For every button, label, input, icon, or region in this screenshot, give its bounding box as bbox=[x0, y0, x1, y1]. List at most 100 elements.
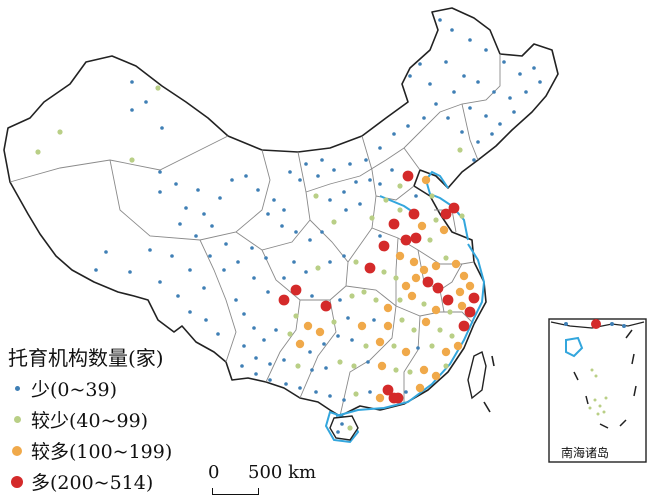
city-marker bbox=[292, 260, 296, 264]
city-marker bbox=[256, 188, 260, 192]
city-marker bbox=[429, 193, 435, 199]
city-marker bbox=[377, 361, 387, 371]
city-marker bbox=[218, 196, 222, 200]
city-marker bbox=[468, 38, 472, 42]
city-marker bbox=[383, 197, 389, 203]
city-marker bbox=[444, 60, 448, 64]
city-marker bbox=[295, 363, 301, 369]
hainan-island bbox=[329, 415, 359, 441]
city-marker bbox=[293, 313, 299, 319]
city-marker bbox=[354, 180, 358, 184]
city-marker bbox=[310, 368, 314, 372]
city-marker bbox=[417, 221, 427, 231]
city-marker bbox=[188, 268, 192, 272]
city-marker bbox=[202, 286, 206, 290]
city-marker bbox=[416, 346, 420, 350]
city-marker bbox=[383, 321, 393, 331]
city-marker bbox=[401, 347, 411, 357]
city-marker bbox=[498, 122, 502, 126]
city-marker bbox=[303, 321, 313, 331]
city-marker bbox=[472, 158, 476, 162]
city-marker bbox=[310, 294, 314, 298]
city-marker bbox=[411, 327, 417, 333]
city-marker bbox=[441, 347, 451, 357]
city-marker bbox=[443, 255, 449, 261]
city-marker bbox=[484, 48, 488, 52]
city-marker bbox=[324, 366, 328, 370]
city-marker bbox=[438, 18, 442, 22]
city-marker bbox=[532, 66, 536, 70]
city-marker bbox=[282, 358, 286, 362]
city-marker bbox=[331, 319, 337, 325]
inset-dash-line bbox=[573, 329, 637, 429]
city-marker bbox=[313, 193, 319, 199]
city-marker bbox=[295, 339, 305, 349]
city-marker bbox=[282, 276, 286, 280]
city-marker bbox=[316, 174, 320, 178]
city-marker bbox=[158, 190, 162, 194]
city-marker bbox=[35, 149, 41, 155]
city-marker bbox=[94, 268, 98, 272]
city-marker bbox=[236, 260, 240, 264]
city-marker bbox=[443, 363, 449, 369]
inset-hainan bbox=[565, 336, 584, 358]
city-marker bbox=[298, 178, 302, 182]
city-marker bbox=[447, 309, 453, 315]
city-marker bbox=[337, 359, 343, 365]
city-marker bbox=[449, 333, 455, 339]
city-marker bbox=[400, 234, 412, 246]
city-marker bbox=[278, 294, 290, 306]
city-marker bbox=[402, 170, 414, 182]
city-marker bbox=[358, 202, 362, 206]
city-marker bbox=[290, 284, 302, 296]
city-marker bbox=[287, 331, 293, 337]
city-marker bbox=[315, 327, 325, 337]
inset-islands bbox=[588, 368, 608, 416]
city-marker bbox=[202, 212, 206, 216]
city-marker bbox=[415, 383, 425, 393]
city-markers bbox=[35, 18, 542, 434]
city-marker bbox=[455, 287, 465, 297]
city-marker bbox=[304, 162, 308, 166]
city-marker bbox=[393, 275, 399, 281]
city-marker bbox=[254, 372, 258, 376]
city-marker bbox=[465, 281, 475, 291]
city-marker bbox=[468, 292, 480, 304]
city-marker bbox=[484, 114, 488, 118]
city-marker bbox=[378, 146, 382, 150]
inset-label: 南海诸岛 bbox=[561, 446, 610, 460]
city-marker bbox=[308, 238, 312, 242]
city-marker bbox=[342, 398, 346, 402]
city-marker bbox=[364, 262, 376, 274]
city-marker bbox=[464, 306, 476, 318]
city-marker bbox=[508, 96, 512, 100]
city-marker bbox=[129, 157, 135, 163]
city-marker bbox=[357, 321, 367, 331]
city-marker bbox=[437, 327, 443, 333]
city-marker bbox=[404, 390, 408, 394]
city-marker bbox=[373, 297, 379, 303]
city-marker bbox=[431, 305, 441, 315]
city-marker bbox=[224, 242, 228, 246]
city-marker bbox=[524, 90, 528, 94]
legend-item-mid-low: 较少(40~99) bbox=[8, 404, 208, 435]
city-marker bbox=[457, 147, 463, 153]
city-marker bbox=[518, 72, 522, 76]
city-marker bbox=[462, 74, 466, 78]
taiwan-island bbox=[467, 350, 487, 400]
city-marker bbox=[442, 294, 454, 306]
city-marker bbox=[288, 170, 292, 174]
city-marker bbox=[347, 425, 353, 431]
city-marker bbox=[410, 232, 422, 244]
city-marker bbox=[372, 318, 376, 322]
city-marker bbox=[266, 212, 270, 216]
city-marker bbox=[434, 102, 438, 106]
city-marker bbox=[431, 371, 441, 381]
city-marker bbox=[242, 312, 246, 316]
city-marker bbox=[429, 343, 435, 349]
city-marker bbox=[222, 268, 226, 272]
city-marker bbox=[282, 208, 286, 212]
city-marker bbox=[419, 265, 429, 275]
city-marker bbox=[158, 280, 162, 284]
